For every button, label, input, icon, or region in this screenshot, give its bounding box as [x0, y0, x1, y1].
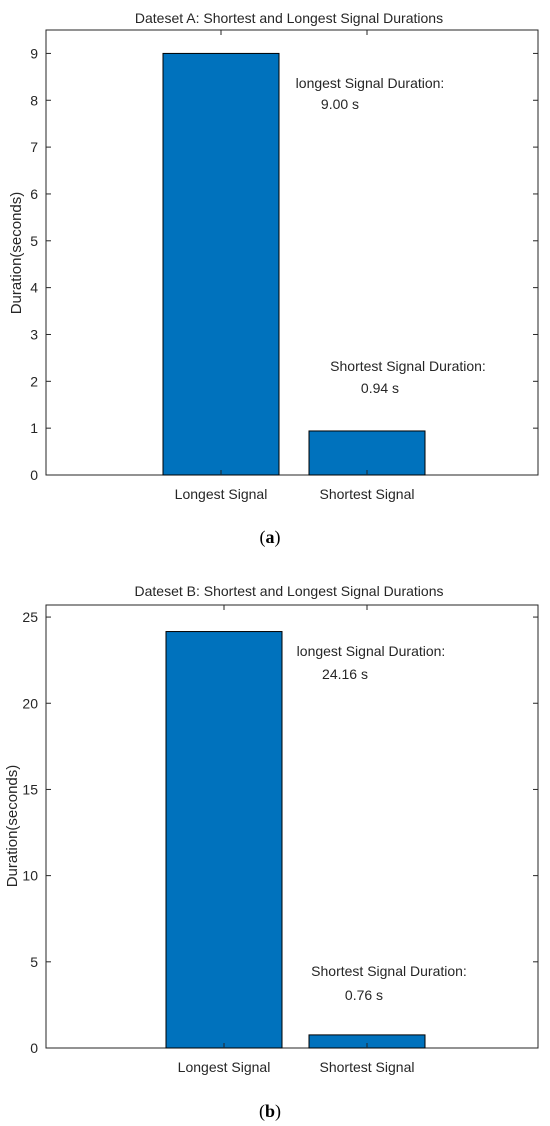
annotation-label: Shortest Signal Duration: [330, 358, 486, 374]
caption-a: (a) [260, 527, 281, 548]
annotation-value: 0.76 s [345, 987, 383, 1003]
y-axis-label-a: Duration(seconds) [8, 192, 25, 315]
y-tick-label: 2 [30, 373, 38, 389]
y-tick-label: 15 [22, 781, 38, 797]
y-tick-label: 8 [30, 92, 38, 108]
annotation-value: 9.00 s [321, 96, 359, 112]
annotation-value: 0.94 s [361, 380, 399, 396]
x-ticks-b: Longest Signal Shortest Signal [178, 605, 415, 1075]
bars-a [162, 52, 426, 476]
y-tick-label: 6 [30, 186, 38, 202]
y-axis-label-b: Duration(seconds) [4, 765, 21, 888]
annotation-label: longest Signal Duration: [297, 643, 446, 659]
plot-area-a [45, 29, 539, 476]
annotations-a: longest Signal Duration: 9.00 s Shortest S… [296, 75, 486, 396]
bar-longest-signal [165, 631, 283, 1049]
x-ticks-a: Longest Signal Shortest Signal [175, 30, 415, 502]
annotation-value: 24.16 s [322, 666, 368, 682]
y-tick-label: 3 [30, 326, 38, 342]
chart-title-a: Dateset A: Shortest and Longest Signal D… [135, 10, 443, 26]
y-tick-label: 0 [30, 1040, 38, 1056]
y-ticks-b: 0 5 10 15 20 25 [22, 609, 538, 1056]
y-tick-label: 4 [30, 280, 38, 296]
y-tick-label: 1 [30, 420, 38, 436]
y-tick-label: 20 [22, 695, 38, 711]
x-tick-label: Shortest Signal [320, 1059, 415, 1075]
y-ticks-a: 0 1 2 3 4 5 6 7 8 9 [30, 45, 538, 483]
caption-b: (b) [259, 1101, 281, 1122]
chart-panel-a: Dateset A: Shortest and Longest Signal D… [8, 10, 539, 548]
x-tick-label: Shortest Signal [320, 486, 415, 502]
y-tick-label: 5 [30, 954, 38, 970]
y-tick-label: 9 [30, 45, 38, 61]
annotations-b: longest Signal Duration: 24.16 s Shortest … [297, 643, 467, 1003]
x-tick-label: Longest Signal [175, 486, 268, 502]
plot-area-b [45, 604, 539, 1049]
y-tick-label: 25 [22, 609, 38, 625]
chart-title-b: Dateset B: Shortest and Longest Signal D… [135, 583, 444, 599]
y-tick-label: 5 [30, 233, 38, 249]
bar-longest-signal [162, 52, 280, 476]
chart-panel-b: Dateset B: Shortest and Longest Signal D… [4, 583, 539, 1122]
bar-shortest-signal [308, 430, 426, 476]
y-tick-label: 10 [22, 868, 38, 884]
annotation-label: Shortest Signal Duration: [311, 963, 467, 979]
x-tick-label: Longest Signal [178, 1059, 271, 1075]
bars-b [165, 631, 426, 1049]
y-tick-label: 0 [30, 467, 38, 483]
y-tick-label: 7 [30, 139, 38, 155]
annotation-label: longest Signal Duration: [296, 75, 445, 91]
